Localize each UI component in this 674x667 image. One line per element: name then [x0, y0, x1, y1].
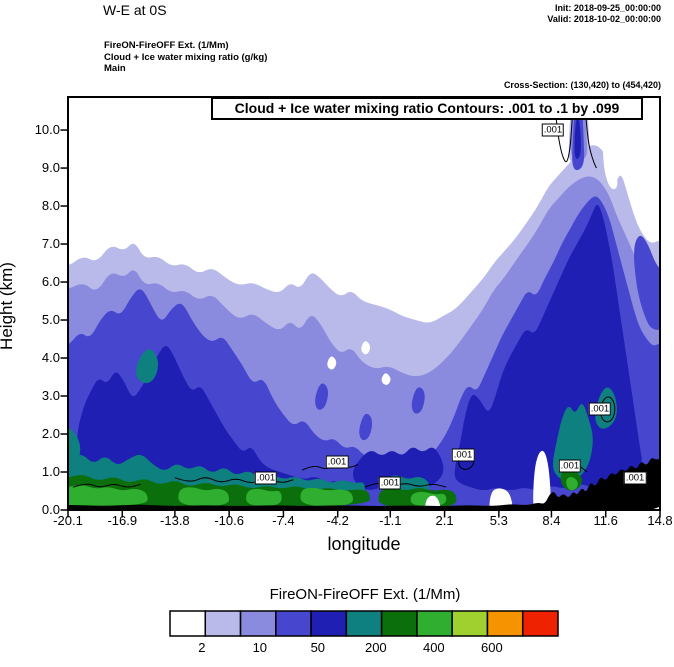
- contour-value-label: .001: [378, 476, 402, 490]
- x-axis-label: longitude: [327, 534, 401, 554]
- colorbar-tick-label: 2: [198, 640, 206, 655]
- terrain: [68, 458, 660, 510]
- colorbar-cell: [239, 610, 277, 637]
- valid-time-label: Valid: 2018-10-02_00:00:00: [547, 14, 661, 24]
- field-region: [327, 356, 337, 370]
- colorbar-cell: [380, 610, 418, 637]
- contour-value-label: .001: [325, 455, 349, 469]
- contour-value-label: .001: [451, 448, 475, 462]
- run-times-block: Init: 2018-09-25_00:00:00 Valid: 2018-10…: [547, 3, 661, 25]
- colorbar-tick-label: 400: [422, 640, 445, 655]
- x-tick-label: -13.8: [160, 513, 190, 528]
- colorbar-cell: [275, 610, 312, 637]
- contour-field: [68, 97, 660, 510]
- y-tick-label: 8.0: [41, 198, 60, 214]
- init-time-label: Init: 2018-09-25_00:00:00: [554, 3, 661, 13]
- x-tick-label: 8.4: [542, 513, 561, 528]
- y-tick-label: 1.0: [41, 464, 60, 479]
- x-tick-label: -1.1: [379, 513, 402, 528]
- y-tick-label: 0.0: [41, 502, 60, 517]
- field-region: [489, 488, 513, 510]
- colorbar-cell: [521, 610, 559, 637]
- cross-section-label: Cross-Section: (130,420) to (454,420): [503, 80, 661, 90]
- field-region: [246, 488, 282, 507]
- contour-line: [72, 483, 142, 488]
- field-region: [178, 487, 230, 507]
- colorbar-tick-label: 50: [310, 640, 326, 655]
- x-tick-label: 14.8: [647, 513, 673, 528]
- colorbar-title: FireON-FireOFF Ext. (1/Mm): [269, 586, 461, 603]
- field-region: [68, 427, 81, 468]
- field-region: [566, 476, 578, 491]
- field-region: [315, 383, 328, 410]
- plot-title-banner: Cloud + Ice water mixing ratio Contours:…: [211, 97, 643, 120]
- field-info-block: FireON-FireOFF Ext. (1/Mm) Cloud + Ice w…: [104, 40, 267, 75]
- page-title: W-E at 0S: [103, 2, 167, 18]
- colorbar-cell: [345, 610, 383, 637]
- x-tick-label: -4.2: [326, 513, 349, 528]
- colorbar-cell: [486, 610, 524, 637]
- field-region: [411, 387, 425, 414]
- y-axis-label: Height (km): [0, 262, 16, 350]
- x-tick-label: -20.1: [53, 513, 83, 528]
- field-region: [454, 205, 642, 491]
- field-region: [634, 235, 660, 330]
- x-tick-label: -16.9: [107, 513, 138, 528]
- field-region: [136, 349, 159, 384]
- y-tick-label: 7.0: [41, 236, 60, 252]
- x-tick-label: -7.4: [272, 513, 295, 528]
- colorbar-tick-label: 200: [364, 640, 387, 655]
- colorbar-cell: [451, 610, 489, 637]
- colorbar-tick-label: 10: [252, 640, 268, 655]
- field-region: [300, 487, 353, 507]
- y-tick-label: 2.0: [41, 426, 60, 441]
- y-tick-label: 3.0: [41, 388, 60, 404]
- field-region: [381, 373, 391, 385]
- field-region: [68, 485, 148, 507]
- colorbar-cell: [416, 610, 453, 637]
- contour-value-label: .001: [623, 471, 647, 485]
- colorbar-cell: [310, 610, 348, 637]
- y-tick-label: 5.0: [41, 312, 60, 328]
- x-tick-label: -10.6: [214, 513, 244, 528]
- field-name-label: FireON-FireOFF Ext. (1/Mm): [104, 40, 229, 51]
- domain-label: Main: [104, 63, 126, 74]
- colorbar-cell: [169, 610, 207, 637]
- y-tick-label: 9.0: [41, 160, 60, 176]
- contour-value-label: .001: [558, 459, 582, 473]
- contour-value-label: .001: [541, 123, 565, 137]
- field-region: [361, 341, 371, 355]
- contour-line: [599, 396, 616, 423]
- x-tick-label: 11.6: [593, 513, 618, 528]
- colorbar-tick-label: 600: [480, 640, 503, 655]
- y-tick-label: 4.0: [41, 350, 60, 366]
- y-tick-label: 10.0: [34, 122, 60, 138]
- colorbar-cell: [204, 610, 242, 637]
- field-region: [533, 450, 551, 510]
- field-region: [574, 115, 581, 159]
- contour-value-label: .001: [254, 471, 278, 485]
- field-region: [359, 413, 373, 441]
- field-region: [603, 146, 618, 190]
- contour-field-label: Cloud + Ice water mixing ratio (g/kg): [104, 51, 268, 63]
- contour-value-label: .001: [588, 402, 612, 416]
- x-tick-label: 5.3: [489, 513, 508, 528]
- y-tick-label: 6.0: [41, 274, 60, 290]
- x-tick-label: 2.1: [435, 513, 454, 528]
